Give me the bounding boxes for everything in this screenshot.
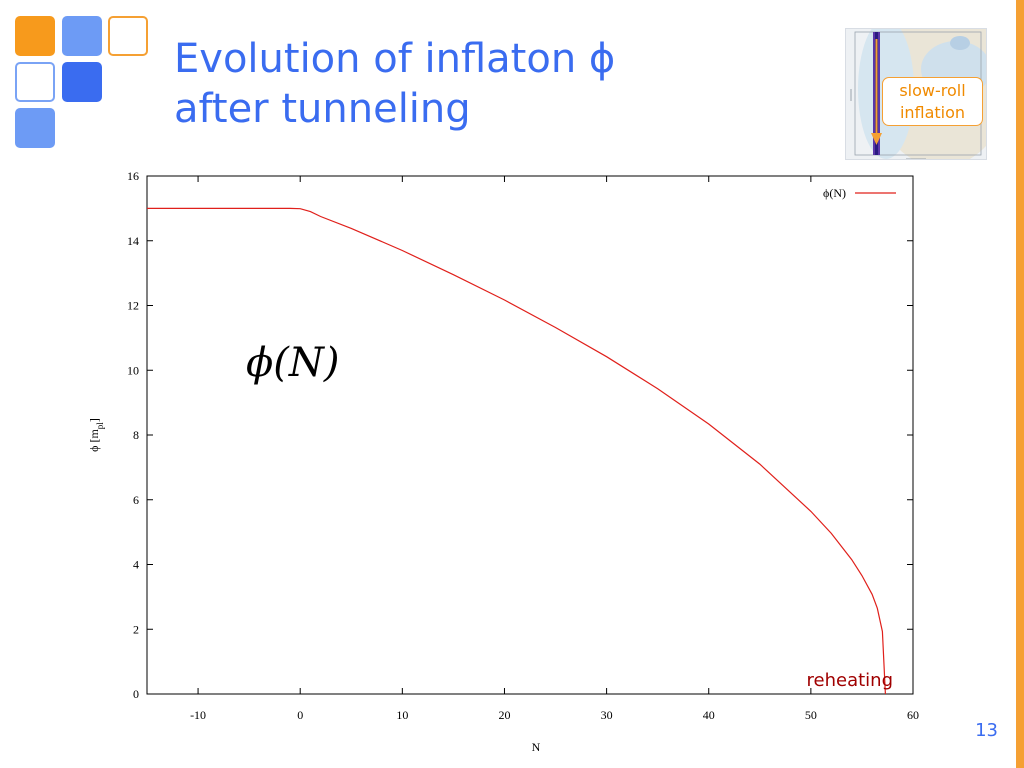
accent-bar: [1016, 0, 1024, 768]
x-tick-label: 40: [703, 708, 715, 722]
y-tick-label: 16: [127, 169, 139, 183]
y-axis-label: ϕ [mpl]: [87, 418, 105, 452]
logo-square-blue: [62, 16, 102, 56]
logo-square-dark-blue: [62, 62, 102, 102]
logo-square-orange-outline: [108, 16, 148, 56]
x-tick-label: 0: [297, 708, 303, 722]
y-tick-label: 0: [133, 687, 139, 701]
y-tick-label: 8: [133, 428, 139, 442]
logo-square-orange: [15, 16, 55, 56]
y-tick-label: 14: [127, 234, 139, 248]
callout-line2: inflation: [899, 103, 966, 122]
callout-line1: slow-roll: [899, 81, 966, 100]
chart-series: [147, 207, 886, 695]
series-line-phi: [147, 207, 886, 695]
orange-down-arrow-icon: [871, 133, 882, 145]
y-tick-label: 2: [133, 622, 139, 636]
plot-frame: [146, 175, 914, 695]
logo-square-blue-outline: [15, 62, 55, 102]
x-tick-label: 20: [498, 708, 510, 722]
inset-potential-plot: slow-roll inflation: [845, 28, 987, 160]
x-tick-label: 30: [601, 708, 613, 722]
chart-axes: [146, 175, 914, 695]
chart-labels: -10 0 10 20 30 40 50 60 0 2 4 6 8 10 12 14 16 Nϕ [mpl] ϕ(N…: [87, 169, 919, 754]
slide-title: Evolution of inflaton ϕ after tunneling: [174, 34, 615, 134]
reheating-annotation: reheating: [807, 670, 893, 691]
logo-square-light-blue: [15, 108, 55, 148]
chart-ticks: [147, 175, 914, 695]
x-tick-label: 50: [805, 708, 817, 722]
x-axis-label: N: [532, 740, 541, 754]
y-tick-label: 4: [133, 558, 139, 572]
slide-title-line2: after tunneling: [174, 86, 471, 132]
page-number: 13: [975, 720, 998, 741]
slide-title-line1: Evolution of inflaton ϕ: [174, 36, 616, 82]
slow-roll-callout: slow-roll inflation: [882, 77, 983, 126]
legend-label: ϕ(N): [823, 186, 846, 200]
y-tick-label: 6: [133, 493, 139, 507]
x-tick-label: 10: [396, 708, 408, 722]
y-tick-label: 12: [127, 299, 139, 313]
curve-annotation: ϕ(N): [246, 340, 339, 386]
x-tick-label: -10: [190, 708, 206, 722]
y-tick-label: 10: [127, 363, 139, 377]
x-tick-label: 60: [907, 708, 919, 722]
